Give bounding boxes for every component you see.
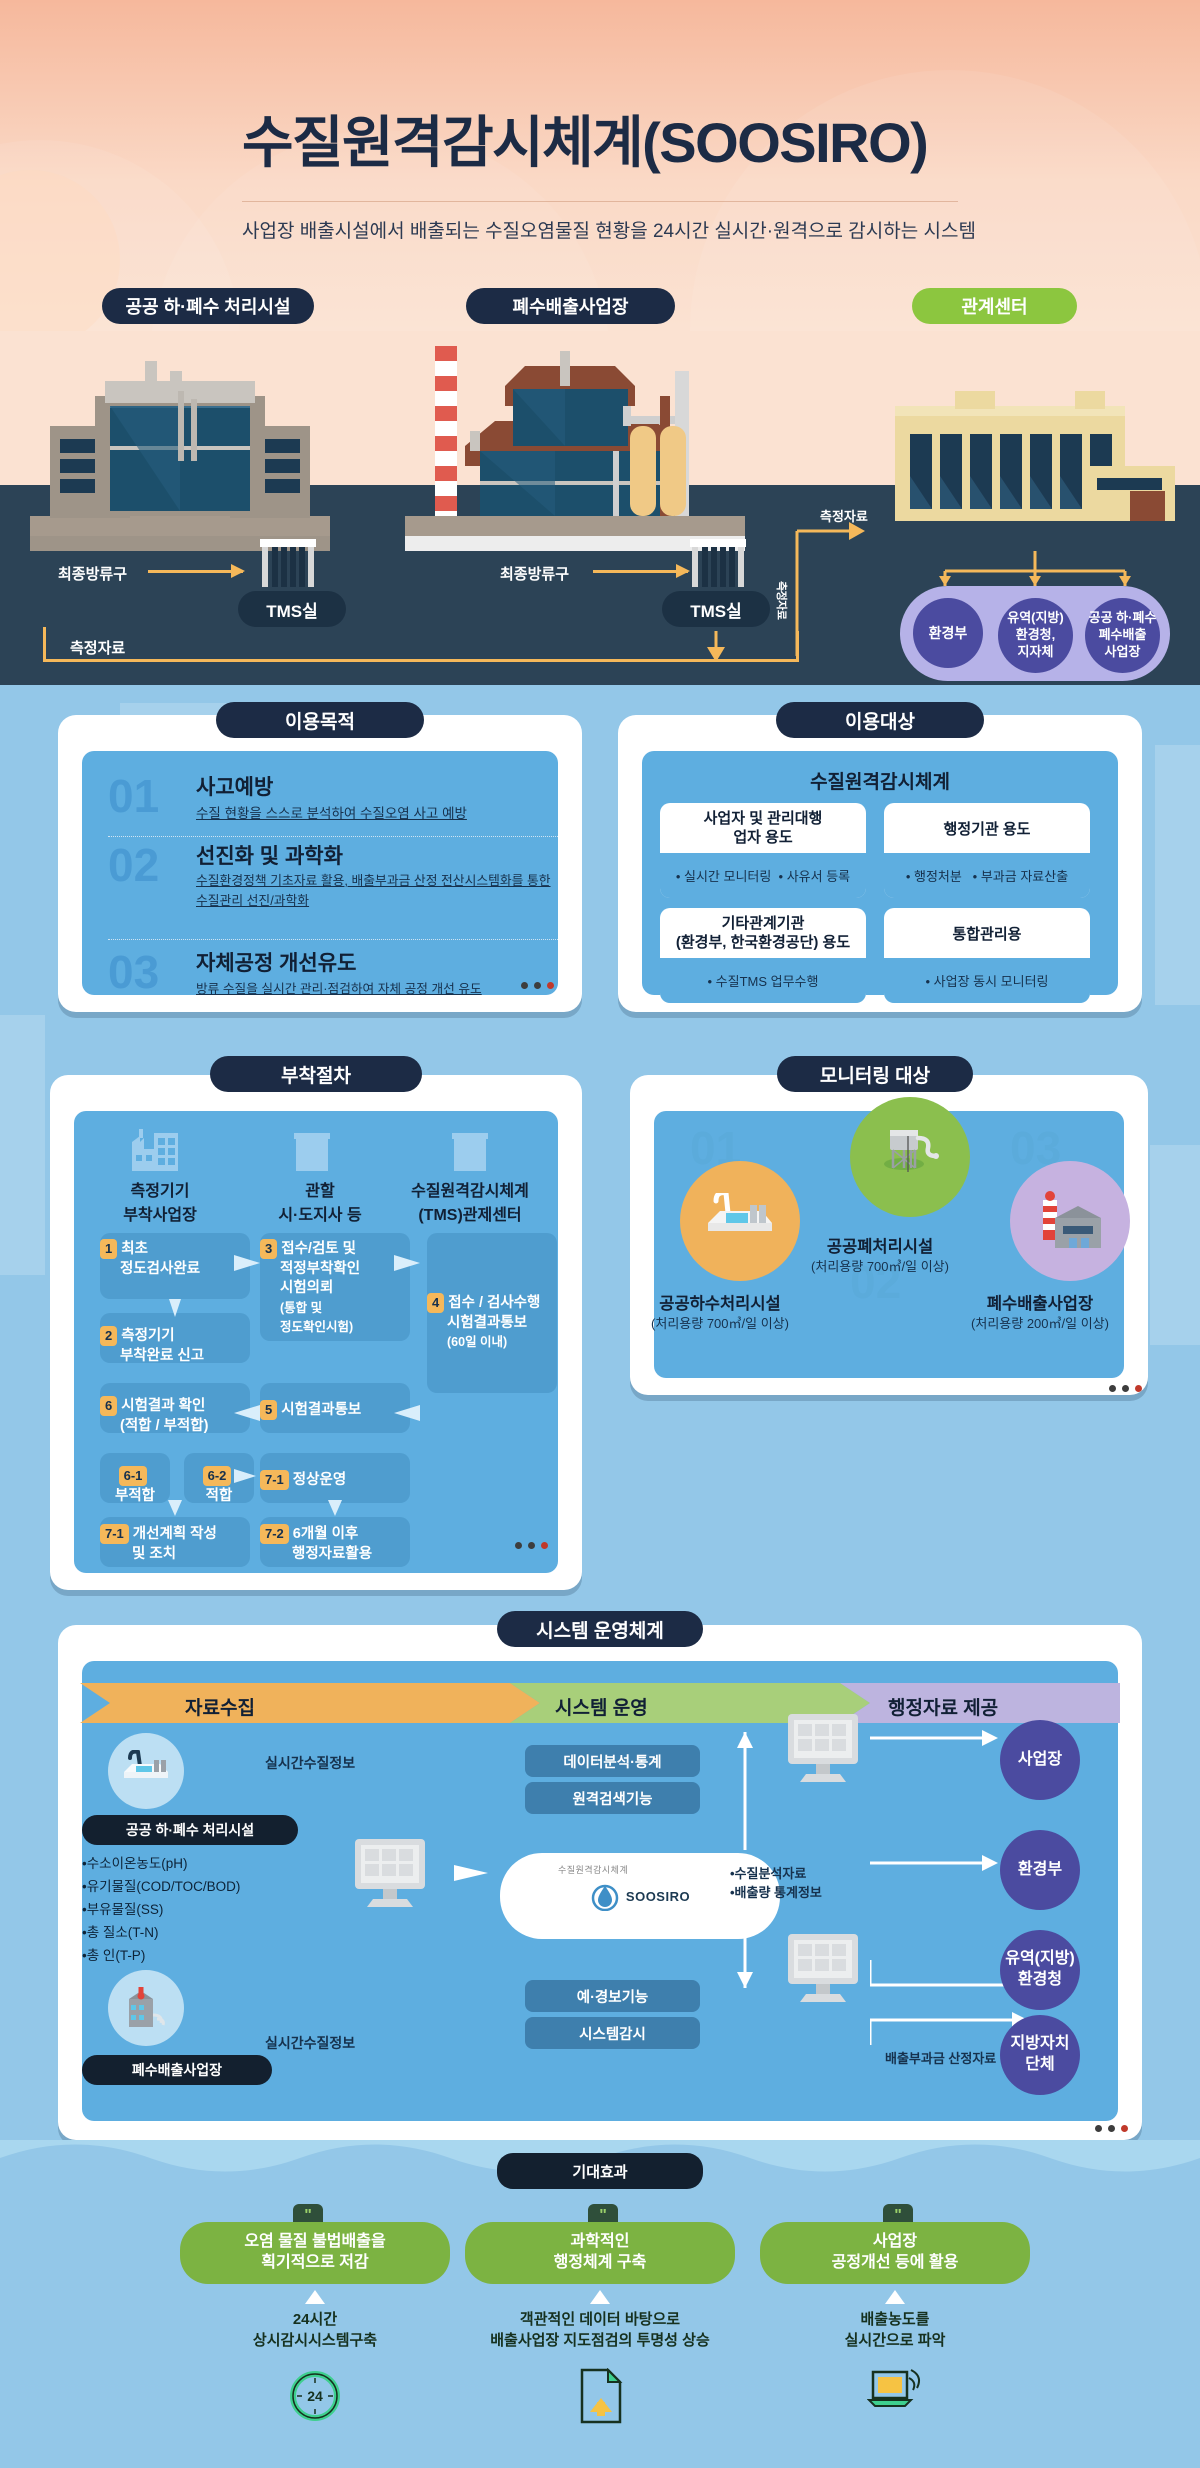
svg-text:24: 24 [307, 2388, 323, 2404]
